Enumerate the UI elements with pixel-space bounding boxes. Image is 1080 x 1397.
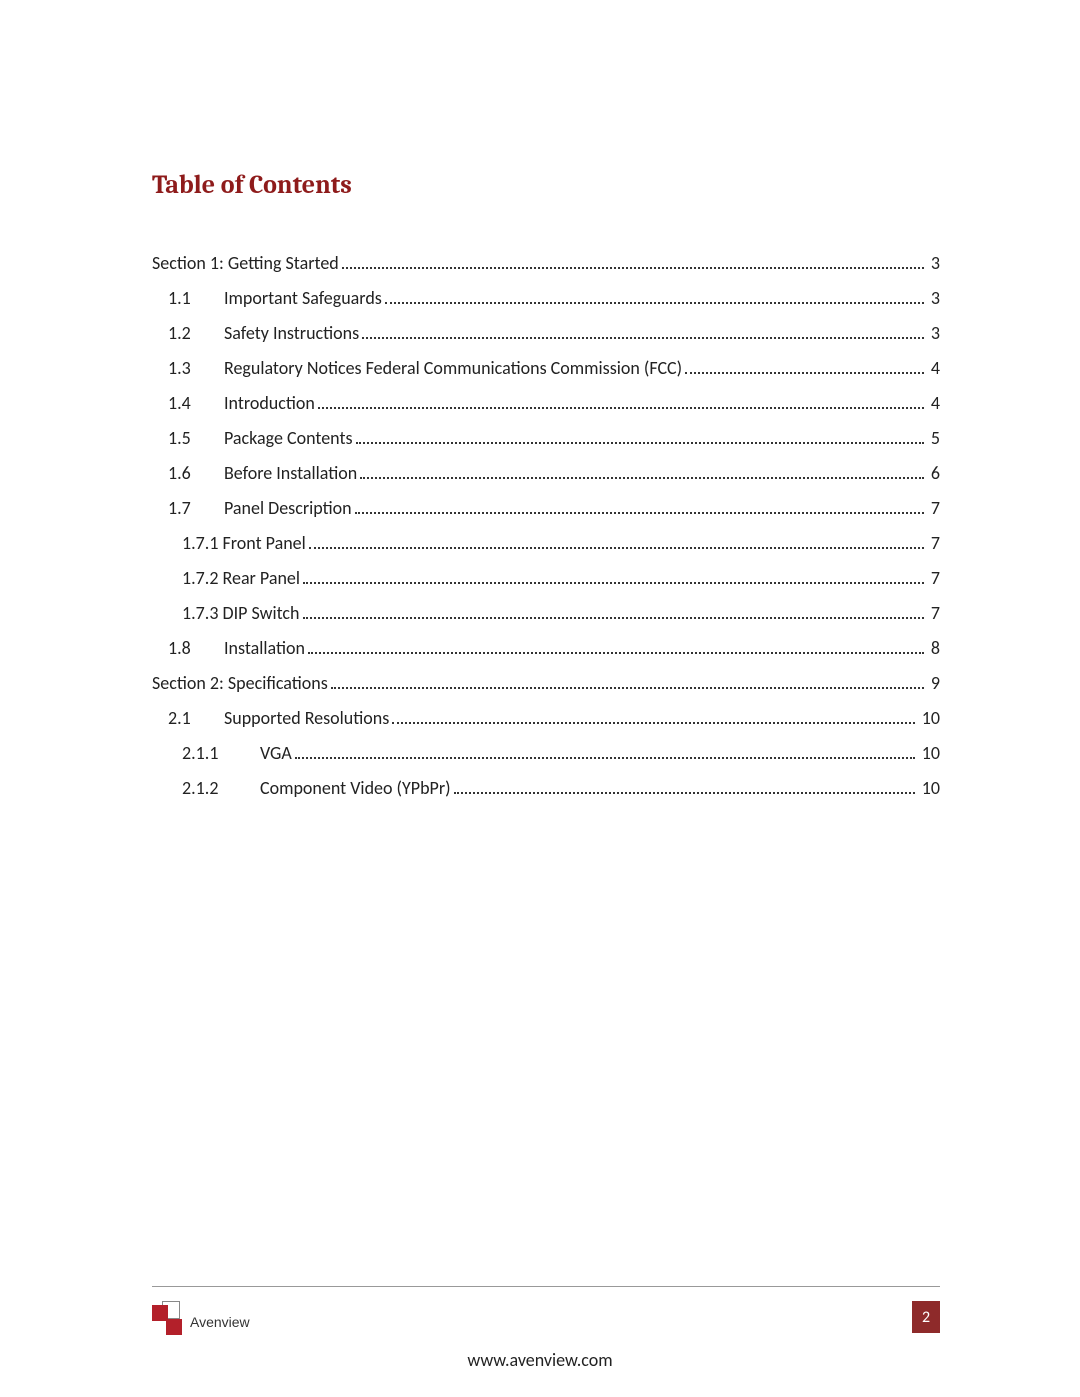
toc-entry-title: Section 2: Specifications	[152, 674, 328, 692]
toc-leader-dots	[318, 407, 924, 409]
toc-entry-title: 1.7.2 Rear Panel	[152, 569, 300, 587]
brand-logo: Avenview	[152, 1302, 292, 1342]
toc-entry-page: 3	[927, 254, 940, 272]
toc-entry-title: Installation	[224, 639, 305, 657]
toc-entry-page: 10	[918, 744, 940, 762]
toc-entry-number: 1.3	[152, 359, 224, 377]
toc-entry-page: 7	[927, 534, 940, 552]
logo-mark-icon	[152, 1305, 186, 1339]
toc-entry-number: 1.6	[152, 464, 224, 482]
toc-entry-title: 1.7.3 DIP Switch	[152, 604, 300, 622]
footer: Avenview 2	[152, 1297, 940, 1347]
toc-entry[interactable]: 2.1.1VGA 10	[152, 744, 940, 763]
toc-entry[interactable]: 2.1Supported Resolutions 10	[152, 709, 940, 728]
toc-leader-dots	[685, 372, 924, 374]
toc-leader-dots	[295, 757, 915, 759]
toc-leader-dots	[309, 547, 924, 549]
toc-leader-dots	[355, 512, 924, 514]
toc-leader-dots	[362, 337, 924, 339]
toc-leader-dots	[360, 477, 924, 479]
toc-entry-number: 1.1	[152, 289, 224, 307]
toc-entry-page: 4	[927, 359, 940, 377]
toc-entry[interactable]: 1.2Safety Instructions 3	[152, 324, 940, 343]
toc-entry-number: 2.1	[152, 709, 224, 727]
toc-entry-title: Important Safeguards	[224, 289, 382, 307]
toc-entry-page: 4	[927, 394, 940, 412]
toc-entry-page: 9	[927, 674, 940, 692]
toc-entry-page: 6	[927, 464, 940, 482]
toc-leader-dots	[392, 722, 914, 724]
toc-entry-number: 1.5	[152, 429, 224, 447]
toc-entry[interactable]: Section 2: Specifications 9	[152, 674, 940, 693]
footer-url: www.avenview.com	[0, 1349, 1080, 1371]
toc-entry[interactable]: 1.1Important Safeguards 3	[152, 289, 940, 308]
toc-entry[interactable]: Section 1: Getting Started 3	[152, 254, 940, 273]
toc-entry-page: 7	[927, 499, 940, 517]
toc-leader-dots	[385, 302, 924, 304]
toc-entry[interactable]: 1.7.1 Front Panel 7	[152, 534, 940, 553]
toc-entry-page: 5	[927, 429, 940, 447]
toc-entry-title: Supported Resolutions	[224, 709, 389, 727]
toc-entry-page: 7	[927, 604, 940, 622]
footer-rule	[152, 1286, 940, 1287]
table-of-contents: Section 1: Getting Started 31.1Important…	[152, 254, 940, 798]
toc-entry-title: Component Video (YPbPr)	[260, 779, 451, 797]
toc-entry-title: Introduction	[224, 394, 315, 412]
toc-entry-page: 8	[927, 639, 940, 657]
toc-leader-dots	[356, 442, 924, 444]
toc-entry-title: Before Installation	[224, 464, 357, 482]
toc-entry-title: VGA	[260, 744, 292, 762]
toc-entry-page: 3	[927, 324, 940, 342]
toc-entry-number: 1.4	[152, 394, 224, 412]
toc-entry[interactable]: 1.6Before Installation 6	[152, 464, 940, 483]
toc-leader-dots	[308, 652, 924, 654]
toc-entry[interactable]: 2.1.2Component Video (YPbPr) 10	[152, 779, 940, 798]
toc-entry-title: Regulatory Notices Federal Communication…	[224, 359, 682, 377]
page-number-badge: 2	[912, 1301, 940, 1333]
toc-entry-number: 2.1.1	[152, 744, 260, 762]
toc-entry-number: 1.8	[152, 639, 224, 657]
toc-entry[interactable]: 1.7.3 DIP Switch 7	[152, 604, 940, 623]
toc-title: Table of Contents	[152, 170, 940, 200]
toc-leader-dots	[303, 582, 924, 584]
toc-entry-title: Section 1: Getting Started	[152, 254, 339, 272]
toc-entry-number: 1.7	[152, 499, 224, 517]
toc-entry-title: Panel Description	[224, 499, 352, 517]
toc-entry[interactable]: 1.7.2 Rear Panel 7	[152, 569, 940, 588]
toc-entry-title: 1.7.1 Front Panel	[152, 534, 306, 552]
toc-leader-dots	[331, 687, 924, 689]
toc-entry-page: 10	[918, 779, 940, 797]
toc-entry-page: 3	[927, 289, 940, 307]
toc-leader-dots	[342, 267, 924, 269]
toc-leader-dots	[454, 792, 915, 794]
toc-entry-number: 1.2	[152, 324, 224, 342]
toc-entry-page: 7	[927, 569, 940, 587]
logo-text: Avenview	[190, 1314, 250, 1330]
toc-entry-title: Package Contents	[224, 429, 353, 447]
toc-entry[interactable]: 1.8Installation 8	[152, 639, 940, 658]
toc-entry-page: 10	[918, 709, 940, 727]
toc-entry[interactable]: 1.7Panel Description 7	[152, 499, 940, 518]
toc-entry-number: 2.1.2	[152, 779, 260, 797]
toc-entry[interactable]: 1.5Package Contents 5	[152, 429, 940, 448]
toc-entry[interactable]: 1.3Regulatory Notices Federal Communicat…	[152, 359, 940, 378]
toc-leader-dots	[303, 617, 924, 619]
toc-entry[interactable]: 1.4Introduction 4	[152, 394, 940, 413]
toc-entry-title: Safety Instructions	[224, 324, 359, 342]
document-page: Table of Contents Section 1: Getting Sta…	[0, 0, 1080, 1397]
